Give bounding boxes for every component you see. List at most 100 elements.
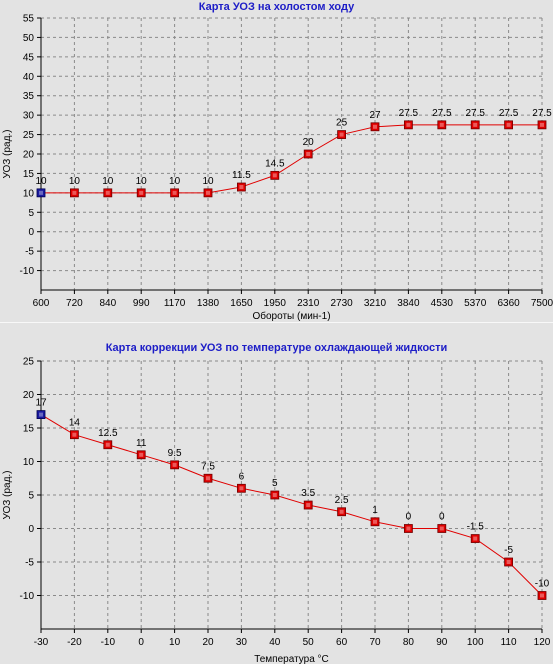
data-label: 25 [336, 118, 348, 129]
data-point-highlight [473, 122, 478, 127]
data-point[interactable] [303, 149, 313, 159]
data-point-highlight [105, 190, 110, 195]
series-line [40, 414, 543, 596]
data-point[interactable] [103, 440, 113, 450]
x-tick-label: 70 [369, 637, 381, 648]
x-tick-label: 7500 [531, 298, 553, 309]
data-point[interactable] [437, 524, 447, 533]
data-point[interactable] [236, 182, 246, 192]
data-label: 1 [372, 505, 378, 516]
data-label: 9.5 [168, 448, 182, 459]
y-tick-label: 45 [23, 52, 35, 63]
data-point-highlight [139, 452, 144, 457]
data-point-highlight [406, 122, 411, 127]
x-tick-label: 20 [202, 637, 214, 648]
data-point-highlight [139, 190, 144, 195]
x-tick-label: -20 [67, 637, 82, 648]
data-point-highlight [406, 526, 411, 531]
data-point-highlight [439, 122, 444, 127]
y-tick-label: -5 [25, 558, 34, 569]
data-label: 10 [102, 176, 114, 187]
data-point-highlight [473, 536, 478, 541]
data-point[interactable] [136, 450, 146, 460]
data-label: -5 [504, 545, 513, 556]
y-tick-label: 5 [28, 491, 34, 502]
data-label: 11 [136, 438, 147, 449]
y-tick-label: 40 [23, 72, 35, 83]
data-point[interactable] [103, 188, 113, 198]
y-tick-label: 10 [23, 457, 35, 468]
data-point[interactable] [370, 122, 380, 132]
data-label: 10 [69, 176, 81, 187]
data-label: 7.5 [201, 461, 215, 472]
data-point[interactable] [270, 170, 280, 180]
x-tick-label: 1950 [264, 298, 287, 309]
x-tick-label: 40 [269, 637, 281, 648]
data-point[interactable] [170, 188, 180, 198]
data-point-highlight [206, 476, 210, 481]
data-point-highlight [239, 486, 244, 491]
data-label: 27.5 [465, 108, 485, 119]
data-point[interactable] [70, 188, 79, 198]
x-tick-label: 1650 [230, 298, 253, 309]
data-point[interactable] [403, 120, 413, 130]
y-tick-label: 5 [28, 208, 34, 219]
data-point-highlight [339, 132, 344, 137]
data-point[interactable] [537, 591, 547, 600]
x-tick-label: -10 [101, 637, 116, 648]
x-tick-label: 600 [33, 298, 50, 309]
data-point[interactable] [437, 120, 447, 130]
x-tick-label: 2730 [330, 298, 353, 309]
data-point[interactable] [170, 460, 180, 470]
chart-title: Карта коррекции УОЗ по температуре охлаж… [105, 342, 448, 354]
data-point[interactable] [470, 534, 480, 543]
y-tick-label: -10 [20, 591, 35, 602]
x-tick-label: 60 [336, 637, 348, 648]
data-label: 3.5 [301, 488, 315, 499]
data-label: 27.5 [399, 108, 419, 119]
data-point[interactable] [70, 430, 79, 440]
data-point-selected[interactable] [36, 188, 46, 198]
data-point-highlight [39, 190, 43, 195]
data-point-highlight [105, 442, 110, 447]
data-point[interactable] [236, 483, 246, 493]
data-point[interactable] [303, 500, 313, 510]
data-point-selected[interactable] [36, 410, 46, 419]
data-point-highlight [306, 503, 311, 508]
x-tick-label: 30 [236, 637, 248, 648]
y-tick-label: -10 [20, 266, 35, 277]
x-tick-label: 6360 [497, 298, 520, 309]
data-point[interactable] [370, 517, 380, 527]
y-tick-label: 20 [23, 150, 35, 161]
data-point[interactable] [203, 188, 213, 198]
x-tick-label: 0 [138, 637, 144, 648]
data-label: 14 [69, 418, 81, 429]
data-point[interactable] [504, 557, 514, 567]
y-tick-label: 0 [28, 227, 34, 238]
data-point[interactable] [337, 130, 347, 139]
x-tick-label: 990 [133, 298, 150, 309]
data-point[interactable] [270, 490, 280, 500]
x-tick-label: 4530 [431, 298, 454, 309]
y-tick-label: -5 [25, 247, 34, 258]
data-point[interactable] [136, 188, 146, 198]
data-point[interactable] [337, 507, 347, 517]
data-label: 2.5 [335, 495, 349, 506]
data-label: 27.5 [432, 108, 452, 119]
data-point[interactable] [537, 120, 547, 130]
data-point-highlight [506, 122, 511, 127]
data-label: 11.5 [232, 170, 251, 181]
x-tick-label: 1380 [197, 298, 220, 309]
data-point[interactable] [403, 524, 413, 533]
data-point[interactable] [203, 473, 213, 483]
data-point-highlight [306, 152, 311, 156]
data-point[interactable] [470, 120, 480, 130]
x-tick-label: 90 [436, 637, 448, 648]
data-label: -1.5 [467, 522, 485, 533]
data-point[interactable] [504, 120, 514, 130]
data-point-highlight [39, 412, 43, 417]
x-tick-label: 840 [99, 298, 116, 309]
y-tick-label: 10 [23, 188, 35, 199]
